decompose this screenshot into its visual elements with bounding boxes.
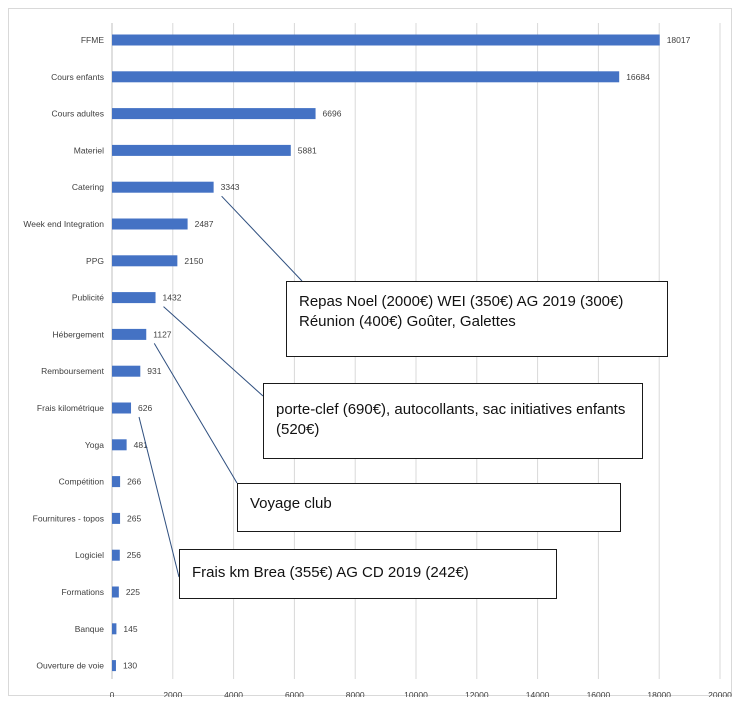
bar-frais-kilometrique: [112, 402, 132, 414]
bar-yoga: [112, 439, 127, 451]
bar-materiel: [112, 144, 291, 156]
value-label: 5881: [298, 145, 317, 155]
axis: 0 2000 4000 6000 8000 10000 12000 14000 16000 180…: [110, 23, 732, 697]
category-label: Compétition: [59, 477, 105, 487]
category-label: Fournitures - topos: [33, 513, 104, 523]
connector-publicite: [163, 306, 264, 397]
category-label: FFME: [81, 35, 104, 45]
bar-cours-enfants: [112, 71, 620, 83]
x-tick-label: 2000: [163, 690, 182, 697]
bar-publicite: [112, 292, 156, 304]
bar-formations: [112, 586, 119, 598]
x-tick-label: 4000: [224, 690, 243, 697]
connector-catering: [221, 195, 303, 282]
category-label: Formations: [61, 587, 104, 597]
value-label: 1432: [163, 293, 182, 303]
value-label: 6696: [323, 109, 342, 119]
bar-remboursement: [112, 365, 141, 377]
bar-ouverture-de-voie: [112, 660, 116, 672]
category-label: Week end Integration: [23, 219, 104, 229]
category-label: Materiel: [74, 145, 104, 155]
value-label: 626: [138, 403, 152, 413]
x-tick-label: 20000: [708, 690, 732, 697]
bar-ppg: [112, 255, 178, 267]
annotation-frais-km: Frais km Brea (355€) AG CD 2019 (242€): [179, 549, 557, 599]
x-tick-label: 16000: [587, 690, 611, 697]
bar-ffme: [112, 34, 660, 46]
bar-cours-adultes: [112, 108, 316, 120]
category-label: Ouverture de voie: [36, 661, 104, 671]
chart-frame: 0 2000 4000 6000 8000 10000 12000 14000 16000 180…: [8, 8, 732, 697]
bar-banque: [112, 623, 117, 635]
value-label: 3343: [221, 182, 240, 192]
category-label: Hébergement: [52, 329, 104, 339]
x-tick-label: 18000: [647, 690, 671, 697]
value-label: 145: [123, 624, 137, 634]
category-label: Publicité: [72, 293, 104, 303]
annotation-hebergement: Voyage club: [237, 483, 621, 532]
value-label: 16684: [626, 72, 650, 82]
x-tick-label: 10000: [404, 690, 428, 697]
value-label: 256: [127, 550, 141, 560]
labels: FFME 18017 Cours enfants 16684 Cours adultes…: [23, 35, 690, 671]
value-label: 18017: [667, 35, 691, 45]
value-label: 1127: [153, 329, 172, 339]
annotation-connectors: [138, 195, 303, 578]
connector-frais-kilometrique: [138, 416, 180, 578]
category-label: Frais kilométrique: [37, 403, 104, 413]
bar-hebergement: [112, 328, 147, 340]
annotation-publicite: porte-clef (690€), autocollants, sac ini…: [263, 383, 643, 459]
category-label: Yoga: [85, 440, 104, 450]
x-tick-label: 8000: [346, 690, 365, 697]
connector-hebergement: [153, 343, 238, 484]
value-label: 266: [127, 477, 141, 487]
bar-logiciel: [112, 549, 120, 561]
annotation-catering: Repas Noel (2000€) WEI (350€) AG 2019 (3…: [286, 281, 668, 357]
category-label: Banque: [75, 624, 105, 634]
bar-competition: [112, 476, 121, 488]
bar-week-end-integration: [112, 218, 188, 230]
value-label: 931: [147, 366, 161, 376]
bar-chart: 0 2000 4000 6000 8000 10000 12000 14000 16000 180…: [23, 23, 732, 697]
category-label: Cours adultes: [52, 109, 104, 119]
value-label: 265: [127, 513, 141, 523]
x-tick-label: 14000: [526, 690, 550, 697]
bar-catering: [112, 181, 214, 193]
x-tick-label: 6000: [285, 690, 304, 697]
value-label: 481: [134, 440, 148, 450]
annotation-publicite-text: porte-clef (690€), autocollants, sac ini…: [276, 401, 626, 438]
category-label: Remboursement: [41, 366, 104, 376]
category-label: Catering: [72, 182, 104, 192]
bar-fournitures-topos: [112, 512, 121, 524]
value-label: 2487: [195, 219, 214, 229]
value-label: 130: [123, 661, 137, 671]
bars: [112, 34, 660, 672]
category-label: Logiciel: [75, 550, 104, 560]
annotation-hebergement-text: Voyage club: [250, 495, 332, 512]
annotation-catering-text: Repas Noel (2000€) WEI (350€) AG 2019 (3…: [299, 293, 624, 330]
category-label: PPG: [86, 256, 104, 266]
value-label: 2150: [184, 256, 203, 266]
annotation-frais-km-text: Frais km Brea (355€) AG CD 2019 (242€): [192, 564, 469, 581]
x-tick-label: 12000: [465, 690, 489, 697]
x-tick-label: 0: [110, 690, 115, 697]
value-label: 225: [126, 587, 140, 597]
category-label: Cours enfants: [51, 72, 104, 82]
